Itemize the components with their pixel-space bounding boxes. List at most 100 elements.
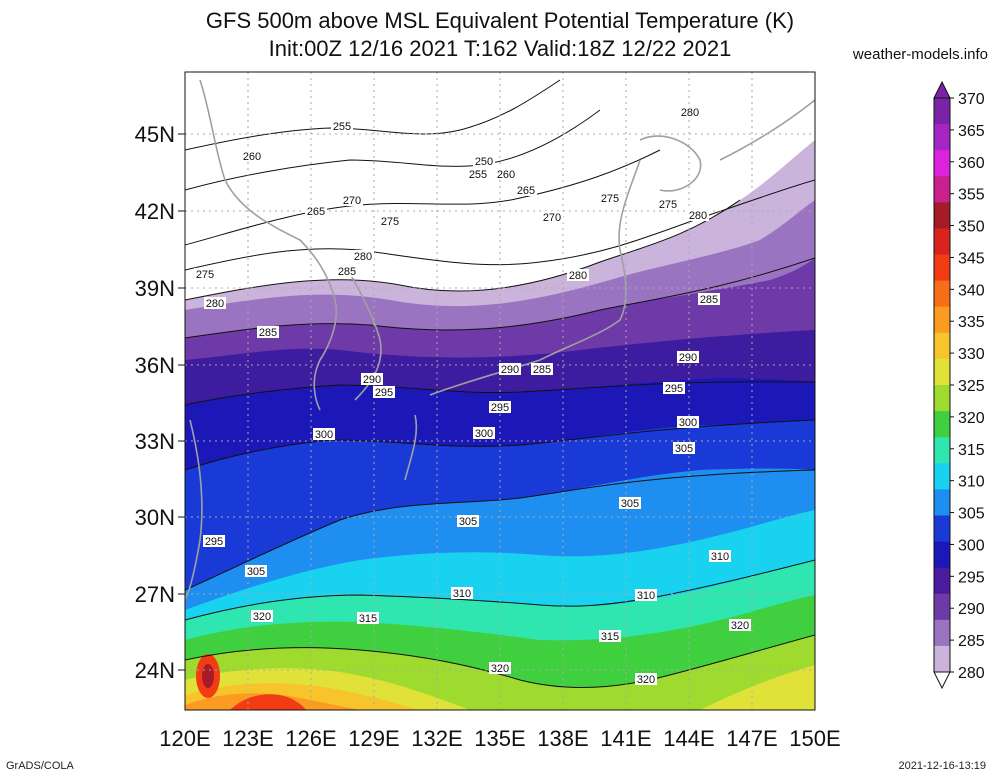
contour-label-text: 260 (497, 169, 515, 181)
colorbar-label: 330 (958, 346, 985, 363)
colorbar-segment (934, 280, 950, 308)
contour-label: 250 (473, 155, 495, 168)
contour-label-text: 305 (675, 443, 693, 455)
contour-label-text: 280 (206, 298, 224, 310)
contour-label-box (709, 550, 731, 562)
contour-label-text: 270 (543, 212, 561, 224)
contour-label-text: 300 (679, 417, 697, 429)
contour-label: 305 (457, 515, 479, 528)
contour-label: 280 (567, 269, 589, 282)
contour-label-box (379, 215, 401, 227)
contour-label: 280 (679, 106, 701, 119)
contour-label: 300 (473, 427, 495, 440)
lon-label-138e: 138E (537, 726, 588, 751)
contour-label-box (373, 386, 395, 398)
colorbar-segment (934, 332, 950, 360)
contour-label-box (489, 401, 511, 413)
contour-label: 280 (204, 297, 226, 310)
source-label: weather-models.info (852, 46, 988, 63)
shaded-field (185, 72, 815, 710)
contour-label-text: 265 (517, 185, 535, 197)
contour-label-box (657, 198, 679, 210)
colorbar-segment (934, 463, 950, 490)
colorbar-label: 290 (958, 601, 985, 618)
longitude-labels: 120E 123E 126E 129E 132E 135E 138E 141E … (159, 726, 840, 751)
contour-label-text: 305 (459, 516, 477, 528)
contour-label-box (635, 589, 657, 601)
contour-label-text: 285 (533, 364, 551, 376)
lat-label-45n: 45N (135, 122, 175, 147)
contour-label: 295 (489, 401, 511, 414)
contour-label-text: 285 (338, 266, 356, 278)
contour-label-box (499, 363, 521, 375)
colorbar-segment (934, 306, 950, 334)
colorbar-label: 295 (958, 569, 985, 586)
contour-label-text: 260 (243, 151, 261, 163)
contour-label-text: 305 (621, 498, 639, 510)
lat-label-24n: 24N (135, 658, 175, 683)
colorbar-segment (934, 437, 950, 464)
colorbar-segment (934, 228, 950, 256)
contour-label: 285 (257, 326, 279, 339)
colorbar-segment (934, 385, 950, 412)
colorbar-label: 350 (958, 219, 985, 236)
contour-label: 315 (357, 612, 379, 625)
contour-label-text: 300 (475, 428, 493, 440)
colorbar-label: 320 (958, 410, 985, 427)
contour-label-text: 290 (363, 374, 381, 386)
contour-label-box (203, 535, 225, 547)
colorbar-label: 325 (958, 378, 985, 395)
contour-label-text: 255 (333, 121, 351, 133)
lat-label-33n: 33N (135, 429, 175, 454)
plot-frame (184, 71, 816, 711)
contour-label: 260 (241, 150, 263, 163)
contour-label-box (352, 250, 374, 262)
contour-label-text: 295 (205, 536, 223, 548)
contour-label-text: 285 (700, 294, 718, 306)
colorbar-label: 345 (958, 250, 985, 267)
colorbar-segment (934, 124, 950, 151)
footer-timestamp: 2021-12-16-13:19 (898, 760, 986, 772)
contour-label-box (599, 630, 621, 642)
contour-label-box (599, 192, 621, 204)
contour-label: 285 (336, 265, 358, 278)
contour-label-text: 320 (731, 620, 749, 632)
contour-label: 310 (635, 589, 657, 602)
contour-label: 270 (541, 211, 563, 224)
colorbar-segment (934, 98, 950, 125)
colorbar: 370 365 360 355 350 345 340 335 330 325 320 315 310 3… (933, 80, 985, 690)
contour-label-text: 310 (711, 551, 729, 563)
contour-label-box (687, 209, 709, 221)
contour-label-text: 320 (491, 663, 509, 675)
colorbar-segment (934, 541, 950, 569)
contour-label-text: 310 (637, 590, 655, 602)
contour-label: 300 (313, 428, 335, 441)
contour-label-box (245, 565, 267, 577)
contour-label: 310 (451, 587, 473, 600)
contour-label-text: 280 (354, 251, 372, 263)
contour-label: 300 (677, 416, 699, 429)
contour-label: 270 (341, 194, 363, 207)
contour-label: 285 (698, 293, 720, 306)
contour-label-box (204, 297, 226, 309)
contour-label-box (467, 168, 489, 180)
lon-label-129e: 129E (348, 726, 399, 751)
lat-label-39n: 39N (135, 276, 175, 301)
title-line-2: Init:00Z 12/16 2021 T:162 Valid:18Z 12/2… (268, 36, 732, 61)
contour-label: 265 (515, 184, 537, 197)
colorbar-segment (934, 150, 950, 177)
contour-label: 320 (489, 662, 511, 675)
colorbar-label: 355 (958, 187, 985, 204)
contour-label: 295 (203, 535, 225, 548)
footer-software: GrADS/COLA (6, 760, 74, 772)
contour-label-text: 290 (679, 352, 697, 364)
contour-label: 305 (245, 565, 267, 578)
contour-label-text: 255 (469, 169, 487, 181)
contour-label: 295 (373, 386, 395, 399)
contour-label-text: 320 (637, 674, 655, 686)
contour-label: 255 (467, 168, 489, 181)
contour-label-box (313, 428, 335, 440)
contour-label: 310 (709, 550, 731, 563)
contour-label-box (489, 662, 511, 674)
